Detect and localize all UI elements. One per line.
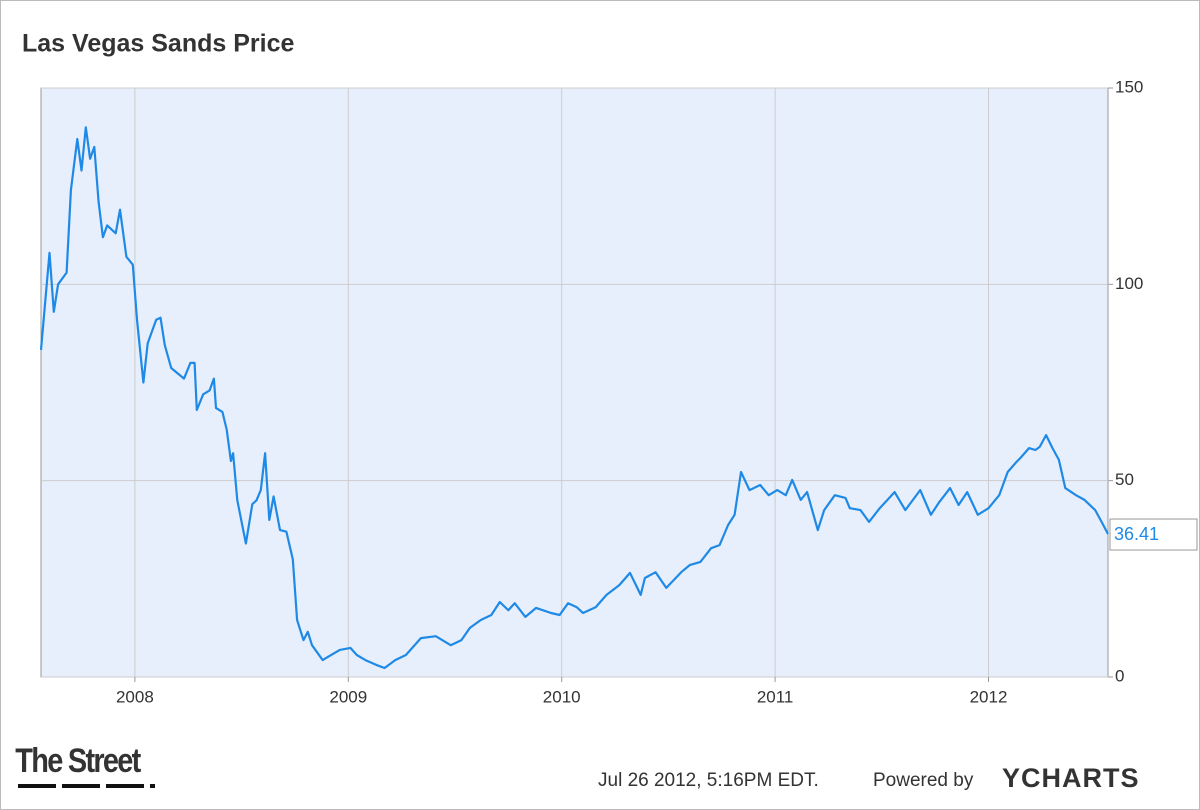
- y-tick-label: 100: [1115, 274, 1143, 293]
- x-tick-label: 2008: [116, 687, 154, 706]
- last-value-label: 36.41: [1114, 524, 1159, 544]
- timestamp: Jul 26 2012, 5:16PM EDT.: [598, 770, 819, 791]
- x-tick-label: 2011: [757, 687, 794, 706]
- price-line: [39, 126, 1109, 670]
- y-tick-label: 0: [1115, 666, 1124, 685]
- powered-by: Powered by: [873, 770, 974, 791]
- logo: The Street: [15, 741, 141, 780]
- y-tick-label: 50: [1115, 470, 1134, 489]
- y-tick-label: 150: [1115, 77, 1143, 96]
- x-tick-label: 2012: [970, 687, 1008, 706]
- x-tick-label: 2010: [543, 687, 581, 706]
- brand: YCHARTS: [1002, 763, 1140, 793]
- x-tick-label: 2009: [329, 687, 367, 706]
- last-value-box: [1109, 518, 1198, 551]
- chart-title: Las Vegas Sands Price: [22, 30, 294, 58]
- plot-area: [40, 87, 1109, 678]
